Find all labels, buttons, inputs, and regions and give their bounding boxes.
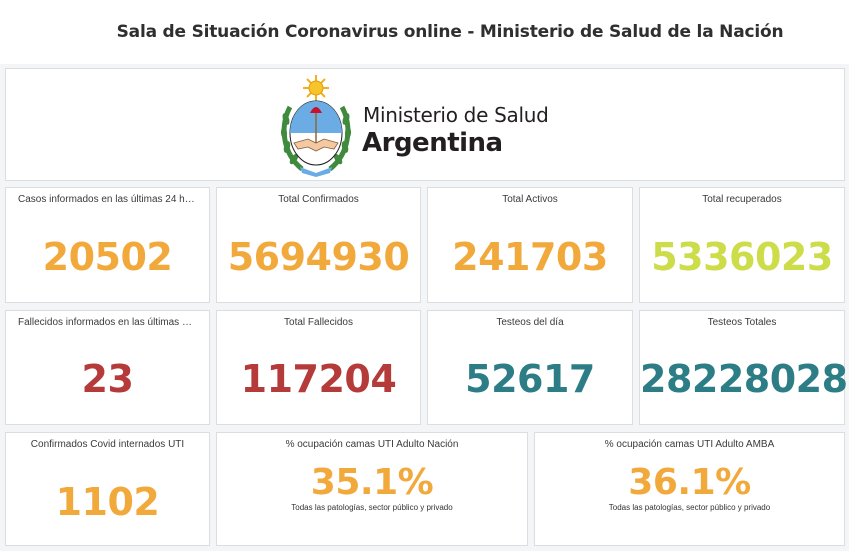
stat-card-fallecidos-24h: Fallecidos informados en las últimas 24 … [5,310,210,425]
stat-subtitle: Todas las patologías, sector público y p… [608,503,771,512]
stat-card-testeos-totales: Testeos Totales 28228028 [639,310,848,425]
stat-label: Total Fallecidos [284,317,353,328]
stat-label: Total recuperados [702,194,782,205]
stat-value: 35.1% [310,462,434,503]
stat-value: 5336023 [651,235,833,279]
ministry-logo-panel: Ministerio de Salud Argentina [5,68,845,181]
stat-value: 5694930 [227,235,410,279]
stat-card-ocupacion-nacion: % ocupación camas UTI Adulto Nación 35.1… [216,432,528,546]
stat-label: Total Activos [502,194,558,205]
stat-label: Testeos Totales [707,317,777,328]
stat-card-total-activos: Total Activos 241703 [427,187,633,303]
stat-card-internados-uti: Confirmados Covid internados UTI 1102 [5,432,210,546]
stat-label: Testeos del día [496,317,564,328]
argentina-coat-of-arms-icon [280,75,352,177]
stat-card-total-confirmados: Total Confirmados 5694930 [216,187,421,303]
stat-label: Confirmados Covid internados UTI [30,439,185,450]
stat-value: 36.1% [628,462,751,503]
stat-label: Total Confirmados [278,194,359,205]
stat-subtitle: Todas las patologías, sector público y p… [291,503,453,512]
stat-card-total-recuperados: Total recuperados 5336023 [639,187,845,303]
stat-card-ocupacion-amba: % ocupación camas UTI Adulto AMBA 36.1% … [534,432,845,546]
stat-label: Fallecidos informados en las últimas 24 … [18,317,209,328]
stat-label: Casos informados en las últimas 24 horas [18,194,205,205]
stat-label: % ocupación camas UTI Adulto AMBA [604,439,775,450]
stat-value: 1102 [55,480,160,524]
stat-value: 20502 [42,235,173,279]
stat-label: % ocupación camas UTI Adulto Nación [285,439,459,450]
stat-value: 52617 [465,357,595,401]
page-header: Sala de Situación Coronavirus online - M… [0,0,849,64]
stat-card-casos-24h: Casos informados en las últimas 24 horas… [5,187,210,303]
page-title: Sala de Situación Coronavirus online - M… [116,22,784,42]
org-name: Ministerio de Salud [363,103,549,127]
stat-card-testeos-dia: Testeos del día 52617 [427,310,633,425]
stat-value: 117204 [240,357,397,401]
org-country: Argentina [362,128,503,158]
stat-value: 28228028 [640,357,848,401]
stat-card-total-fallecidos: Total Fallecidos 117204 [216,310,421,425]
stat-value: 23 [81,357,134,401]
stat-value: 241703 [452,235,608,279]
